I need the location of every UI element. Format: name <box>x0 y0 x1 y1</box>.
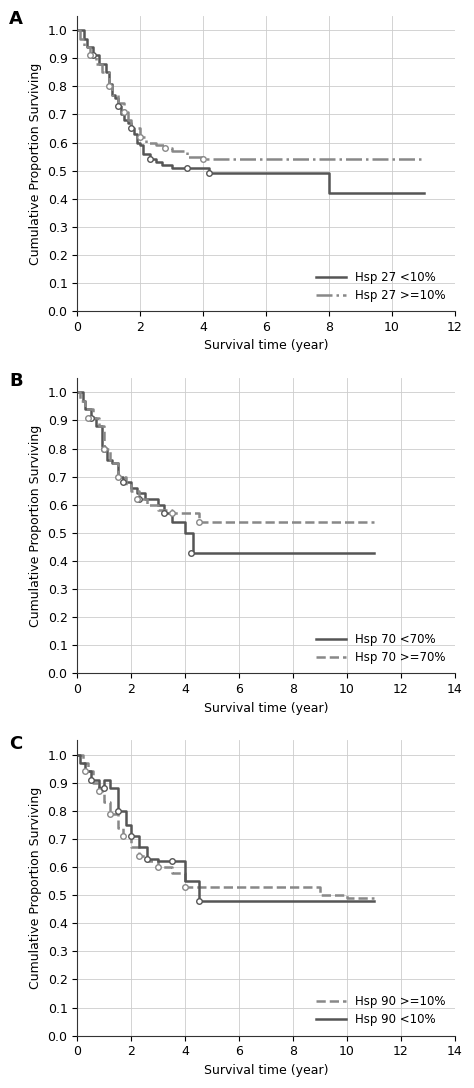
Text: A: A <box>9 10 23 28</box>
Legend: Hsp 70 <70%, Hsp 70 >=70%: Hsp 70 <70%, Hsp 70 >=70% <box>312 630 449 668</box>
X-axis label: Survival time (year): Survival time (year) <box>204 702 328 715</box>
Y-axis label: Cumulative Proportion Surviving: Cumulative Proportion Surviving <box>29 62 42 264</box>
Legend: Hsp 27 <10%, Hsp 27 >=10%: Hsp 27 <10%, Hsp 27 >=10% <box>312 268 449 306</box>
Y-axis label: Cumulative Proportion Surviving: Cumulative Proportion Surviving <box>29 424 42 627</box>
X-axis label: Survival time (year): Survival time (year) <box>204 339 328 353</box>
X-axis label: Survival time (year): Survival time (year) <box>204 1064 328 1077</box>
Y-axis label: Cumulative Proportion Surviving: Cumulative Proportion Surviving <box>29 787 42 989</box>
Text: C: C <box>9 734 22 753</box>
Text: B: B <box>9 372 23 391</box>
Legend: Hsp 90 >=10%, Hsp 90 <10%: Hsp 90 >=10%, Hsp 90 <10% <box>312 992 449 1029</box>
